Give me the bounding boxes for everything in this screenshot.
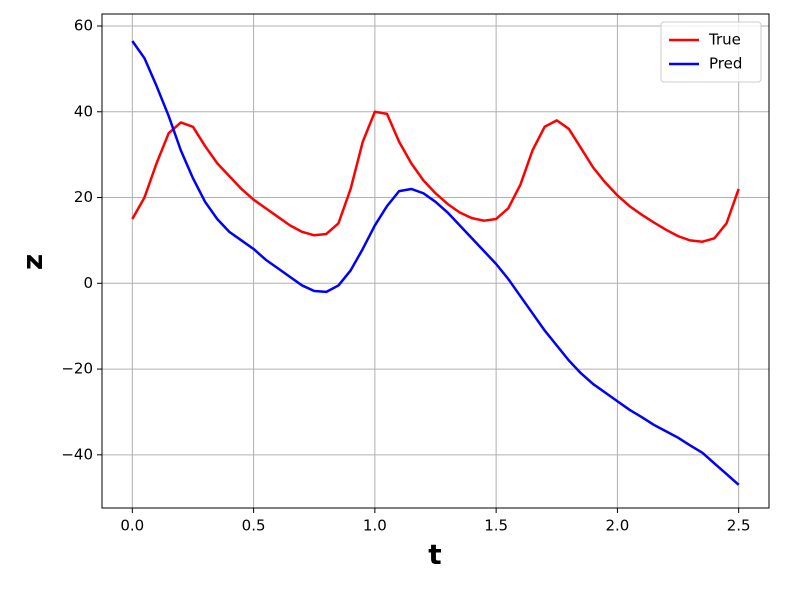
y-tick-label: 20 bbox=[74, 188, 93, 206]
y-tick-label: −40 bbox=[61, 445, 93, 463]
x-tick-label: 1.5 bbox=[484, 517, 508, 535]
x-axis-label: t bbox=[428, 538, 441, 571]
plot-frame bbox=[101, 13, 770, 509]
x-tick-label: 2.5 bbox=[727, 517, 751, 535]
y-axis-label: z bbox=[16, 254, 49, 270]
y-tick-label: 0 bbox=[83, 274, 93, 292]
x-tick-label: 1.0 bbox=[363, 517, 387, 535]
legend-label: True bbox=[708, 31, 741, 49]
legend-label: Pred bbox=[709, 55, 742, 73]
x-tick-label: 0.0 bbox=[120, 517, 144, 535]
legend: True Pred bbox=[660, 21, 762, 83]
line-series bbox=[131, 110, 740, 243]
line-series bbox=[131, 40, 740, 486]
y-tick-label: 40 bbox=[74, 102, 93, 120]
y-tick-label: −20 bbox=[61, 360, 93, 378]
x-tick-label: 2.0 bbox=[605, 517, 629, 535]
y-tick-label: 60 bbox=[74, 17, 93, 35]
x-tick-label: 0.5 bbox=[242, 517, 266, 535]
legend-box bbox=[660, 21, 762, 83]
